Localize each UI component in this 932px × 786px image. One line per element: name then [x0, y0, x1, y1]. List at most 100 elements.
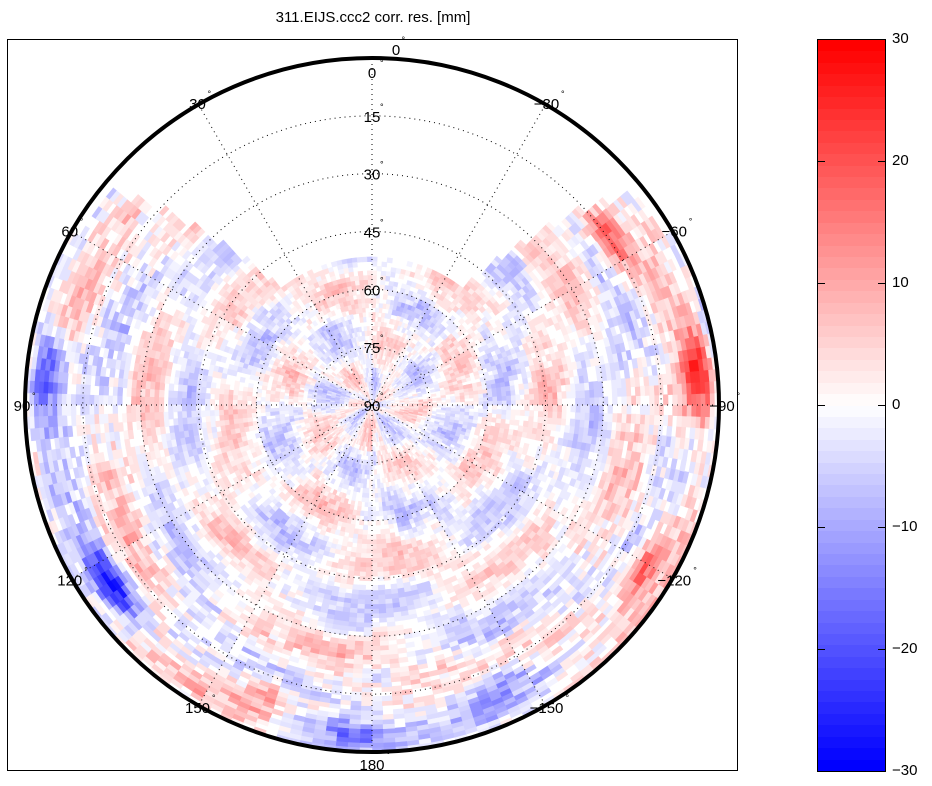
- heatmap-cell: [228, 414, 235, 421]
- heatmap-cell: [611, 413, 618, 423]
- heatmap-cell: [371, 547, 378, 554]
- heatmap-cell: [662, 394, 669, 406]
- heatmap-cell: [360, 552, 368, 558]
- heatmap-cell: [518, 383, 525, 390]
- heatmap-cell: [94, 414, 101, 425]
- heatmap-cell: [398, 656, 409, 664]
- heatmap-cell: [144, 396, 151, 406]
- heatmap-cell: [62, 372, 69, 385]
- heatmap-cell: [288, 655, 300, 664]
- heatmap-cell: [391, 685, 403, 692]
- heatmap-cell: [158, 389, 165, 399]
- heatmap-cell: [631, 358, 639, 369]
- heatmap-cell: [371, 640, 381, 646]
- heatmap-cell: [378, 598, 387, 605]
- heatmap-cell: [510, 409, 516, 416]
- heatmap-cell: [167, 628, 180, 640]
- heatmap-cell: [127, 473, 135, 484]
- heatmap-cell: [396, 638, 406, 645]
- heatmap-cell: [360, 566, 367, 572]
- heatmap-cell: [379, 640, 390, 646]
- heatmap-cell: [43, 393, 49, 406]
- heatmap-cell: [353, 653, 364, 660]
- heatmap-cell: [371, 566, 379, 572]
- heatmap-cell: [371, 584, 379, 591]
- heatmap-cell: [154, 397, 160, 406]
- heatmap-cell: [33, 404, 40, 418]
- heatmap-cell: [172, 404, 179, 413]
- heatmap-cell: [667, 414, 673, 427]
- heatmap-cell: [354, 561, 362, 567]
- heatmap-cell: [357, 598, 366, 605]
- heatmap-cell: [371, 658, 382, 665]
- heatmap-cell: [193, 435, 201, 443]
- heatmap-cell: [98, 385, 105, 396]
- heatmap-cell: [371, 672, 382, 679]
- heatmap-cell: [113, 431, 121, 442]
- heatmap-cell: [676, 393, 683, 406]
- heatmap-cell: [354, 644, 364, 651]
- heatmap-cell: [124, 438, 131, 449]
- heatmap-cell: [579, 397, 586, 406]
- heatmap-cell: [575, 397, 581, 406]
- heatmap-cell: [67, 362, 75, 374]
- heatmap-cell: [699, 393, 706, 406]
- heatmap-cell: [186, 391, 193, 400]
- heatmap-cell: [363, 645, 373, 651]
- heatmap-cell: [354, 640, 365, 646]
- heatmap-cell: [547, 410, 553, 418]
- heatmap-cell: [679, 459, 687, 472]
- heatmap-cell: [371, 552, 378, 559]
- heatmap-cell: [168, 397, 174, 406]
- heatmap-cell: [89, 414, 96, 426]
- heatmap-cell: [523, 409, 530, 417]
- heatmap-cell: [371, 737, 385, 744]
- heatmap-cell: [181, 398, 188, 406]
- heatmap-cell: [377, 570, 385, 577]
- heatmap-cell: [591, 468, 600, 479]
- heatmap-cell: [158, 404, 165, 413]
- heatmap-cell: [223, 399, 230, 406]
- heatmap-cell: [362, 649, 373, 656]
- heatmap-cell: [219, 393, 225, 401]
- heatmap-cell: [380, 658, 391, 665]
- heatmap-cell: [353, 663, 364, 669]
- heatmap-cell: [365, 589, 373, 596]
- heatmap-cell: [366, 552, 373, 559]
- heatmap-cell: [380, 649, 390, 656]
- heatmap-cell: [371, 612, 380, 619]
- heatmap-cell: [378, 612, 388, 619]
- heatmap-cell: [584, 404, 590, 413]
- heatmap-cell: [364, 594, 373, 600]
- heatmap-cell: [75, 383, 82, 396]
- heatmap-cell: [177, 397, 183, 406]
- heatmap-cell: [158, 397, 165, 406]
- heatmap-cell: [546, 385, 553, 394]
- heatmap-cell: [648, 414, 655, 426]
- heatmap-cell: [528, 393, 535, 400]
- heatmap-cell: [84, 323, 93, 335]
- heatmap-cell: [66, 404, 72, 417]
- heatmap-cell: [382, 561, 390, 567]
- heatmap-cell: [598, 396, 604, 406]
- heatmap-cell: [537, 392, 544, 400]
- heatmap-cell: [200, 410, 207, 418]
- heatmap-cell: [559, 506, 569, 517]
- heatmap-cell: [84, 394, 91, 406]
- heatmap-cell: [564, 424, 571, 434]
- heatmap-cell: [376, 556, 384, 563]
- heatmap-cell: [223, 394, 230, 401]
- heatmap-cell: [70, 394, 77, 406]
- heatmap-cell: [61, 404, 68, 417]
- heatmap-cell: [191, 392, 197, 400]
- heatmap-cell: [363, 640, 373, 646]
- heatmap-cell: [84, 384, 91, 396]
- heatmap-cell: [396, 577, 404, 585]
- heatmap-cell: [131, 412, 137, 423]
- heatmap-cell: [224, 384, 231, 391]
- heatmap-cell: [135, 404, 142, 414]
- heatmap-cell: [556, 404, 563, 412]
- heatmap-cell: [509, 414, 516, 421]
- heatmap-cell: [356, 547, 363, 554]
- heatmap-cell: [67, 425, 74, 438]
